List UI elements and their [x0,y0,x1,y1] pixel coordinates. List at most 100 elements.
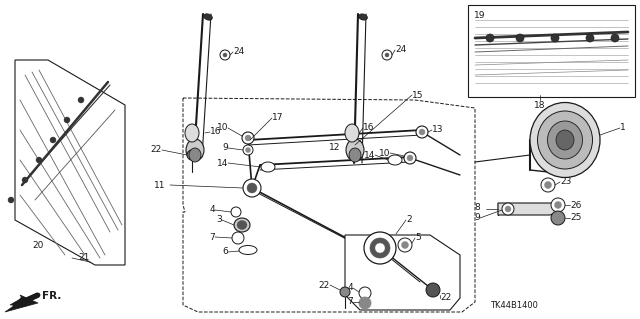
Text: 9: 9 [222,144,228,152]
Ellipse shape [237,220,247,229]
Text: 14: 14 [216,159,228,167]
Text: 11: 11 [154,181,165,189]
Circle shape [505,206,511,212]
Circle shape [359,287,371,299]
Circle shape [36,157,42,163]
Ellipse shape [530,102,600,177]
Circle shape [246,147,250,152]
Text: 20: 20 [32,241,44,249]
Text: 5: 5 [415,234,420,242]
FancyArrow shape [16,293,39,306]
Ellipse shape [345,124,359,142]
Circle shape [385,53,389,57]
Text: 19: 19 [474,11,486,19]
Text: 24: 24 [395,46,406,55]
Ellipse shape [388,155,402,165]
Circle shape [50,137,56,143]
Circle shape [242,132,254,144]
Circle shape [611,34,619,42]
Text: 25: 25 [570,213,581,222]
Circle shape [64,117,70,123]
Circle shape [551,198,565,212]
Circle shape [187,150,197,160]
Text: 23: 23 [560,177,572,187]
Circle shape [586,34,594,42]
Text: 4: 4 [209,205,215,214]
Circle shape [22,177,28,183]
Circle shape [401,241,408,249]
Circle shape [78,97,84,103]
Circle shape [516,34,524,42]
Text: 16: 16 [210,128,221,137]
Circle shape [416,126,428,138]
Text: 10: 10 [378,149,390,158]
Circle shape [8,197,14,203]
Text: 7: 7 [348,298,353,307]
Circle shape [340,287,350,297]
Polygon shape [468,5,635,97]
Ellipse shape [358,14,367,20]
Ellipse shape [185,124,199,142]
Circle shape [404,152,416,164]
Ellipse shape [547,121,582,159]
Circle shape [243,179,261,197]
Polygon shape [345,235,460,310]
Text: TK44B1400: TK44B1400 [490,300,538,309]
Ellipse shape [261,162,275,172]
Circle shape [541,178,555,192]
Circle shape [375,243,385,253]
Circle shape [245,135,251,141]
Text: 14: 14 [364,151,375,160]
Circle shape [419,129,425,135]
Text: 18: 18 [534,100,546,109]
Polygon shape [15,60,125,265]
Circle shape [232,232,244,244]
Circle shape [551,211,565,225]
Polygon shape [5,295,38,312]
Circle shape [243,145,253,155]
Circle shape [359,297,371,309]
Ellipse shape [189,148,201,162]
Circle shape [398,238,412,252]
Circle shape [231,207,241,217]
Text: 2: 2 [406,216,412,225]
Text: 3: 3 [216,216,222,225]
Circle shape [220,50,230,60]
Circle shape [364,232,396,264]
Ellipse shape [538,111,593,169]
Text: 26: 26 [570,201,581,210]
Ellipse shape [349,148,361,162]
Circle shape [545,182,552,189]
Text: 15: 15 [412,91,424,100]
Polygon shape [498,203,562,215]
Ellipse shape [556,130,574,150]
Text: 1: 1 [620,123,626,132]
Circle shape [426,283,440,297]
Text: 8: 8 [474,203,480,211]
Text: 7: 7 [209,233,215,241]
Circle shape [247,183,257,193]
Circle shape [486,34,494,42]
Text: 22: 22 [319,280,330,290]
Circle shape [223,53,227,57]
Circle shape [370,238,390,258]
Ellipse shape [234,218,250,232]
Text: 22: 22 [151,145,162,154]
Text: 4: 4 [348,284,353,293]
Text: 16: 16 [363,123,374,132]
Ellipse shape [346,139,364,161]
Text: FR.: FR. [42,291,61,301]
Text: 13: 13 [432,125,444,135]
Text: 12: 12 [330,144,340,152]
Circle shape [502,203,514,215]
Ellipse shape [239,246,257,255]
Circle shape [407,155,413,161]
Text: 17: 17 [272,114,284,122]
Ellipse shape [186,139,204,161]
Circle shape [554,202,561,209]
Text: 22: 22 [440,293,451,302]
Ellipse shape [204,14,212,20]
Text: 6: 6 [222,248,228,256]
Text: 21: 21 [78,254,90,263]
Circle shape [551,34,559,42]
